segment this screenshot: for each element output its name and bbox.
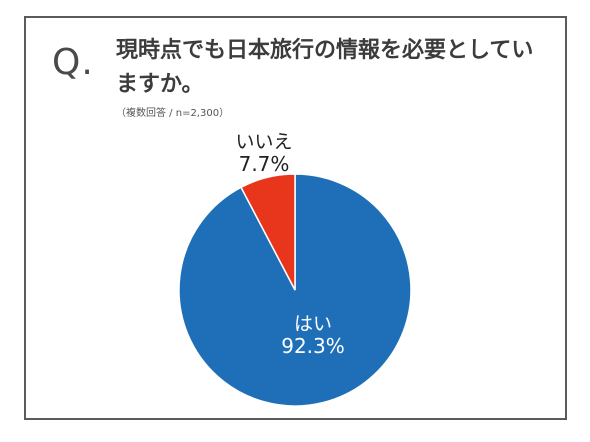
- slice-label-yes: はい: [294, 313, 332, 335]
- pie-slice-no: [240, 173, 296, 291]
- slice-value-yes: 92.3%: [281, 334, 345, 358]
- question-title: 現時点でも日本旅行の情報を必要としていますか。: [116, 38, 534, 97]
- slice-label-no: いいえ: [235, 131, 292, 153]
- question-mark-label: Q.: [52, 42, 94, 83]
- slice-value-no: 7.7%: [239, 152, 290, 176]
- sample-note: （複数回答 / n=2,300）: [116, 108, 230, 119]
